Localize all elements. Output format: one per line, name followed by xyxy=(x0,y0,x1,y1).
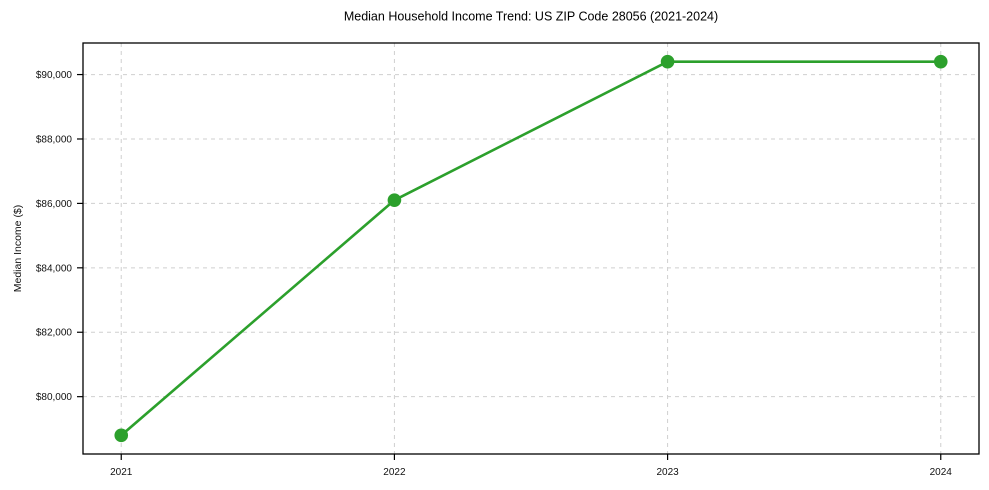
plot-border xyxy=(82,42,980,455)
y-axis-label: Median Income ($) xyxy=(12,205,24,293)
y-tick-label: $84,000 xyxy=(36,263,73,274)
x-tick-label: 2023 xyxy=(656,467,679,478)
data-point-2021 xyxy=(114,428,129,443)
x-tick-label: 2024 xyxy=(930,467,953,478)
y-tick-label: $88,000 xyxy=(36,134,73,145)
grid-layer xyxy=(83,43,979,454)
x-tick-label: 2022 xyxy=(383,467,406,478)
y-tick-label: $86,000 xyxy=(36,199,73,210)
axis-layer: $80,000 $82,000 $84,000 $86,000 $88,000 $90,0… xyxy=(36,70,952,478)
data-layer xyxy=(114,54,948,443)
data-point-2022 xyxy=(387,193,402,207)
data-point-2023 xyxy=(660,54,675,69)
y-tick-label: $80,000 xyxy=(36,392,73,403)
data-point-2024 xyxy=(933,54,948,69)
trend-line xyxy=(119,60,943,437)
chart-title: Median Household Income Trend: US ZIP Co… xyxy=(344,10,718,24)
y-tick-label: $90,000 xyxy=(36,70,73,81)
x-tick-label: 2021 xyxy=(110,467,133,478)
y-tick-label: $82,000 xyxy=(36,328,73,339)
